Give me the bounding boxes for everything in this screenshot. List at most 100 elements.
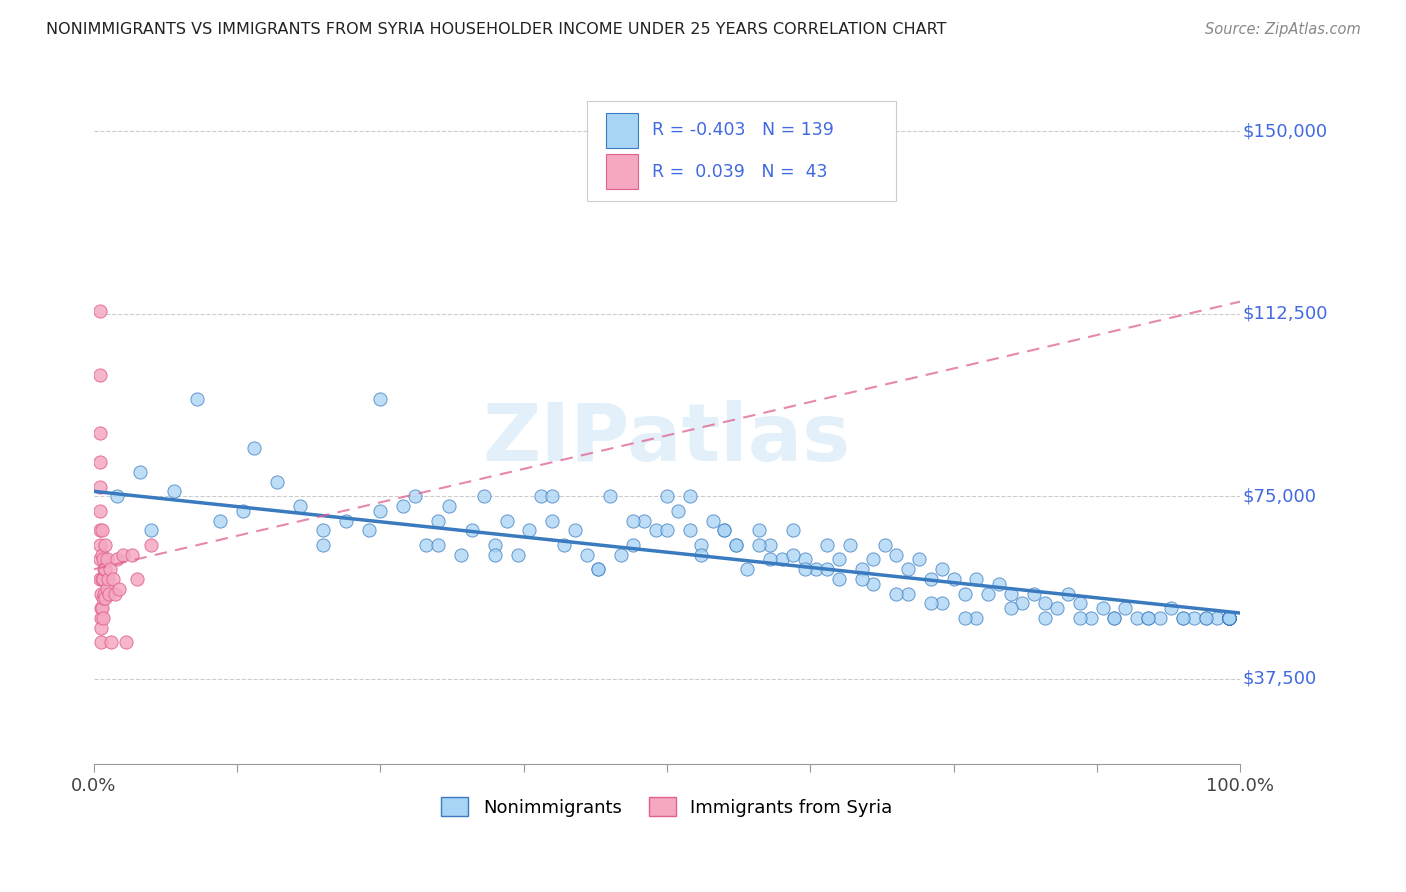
Point — [103, 586, 125, 600]
Point — [91, 552, 114, 566]
Point — [920, 572, 942, 586]
Point — [897, 562, 920, 576]
Point — [782, 524, 804, 538]
Point — [1218, 611, 1240, 625]
Point — [89, 425, 111, 440]
Point — [690, 538, 713, 552]
Point — [335, 514, 357, 528]
Point — [1000, 586, 1022, 600]
Point — [1011, 596, 1033, 610]
Point — [370, 392, 392, 406]
Point — [1069, 611, 1091, 625]
Point — [370, 504, 392, 518]
Point — [290, 499, 312, 513]
Point — [655, 524, 678, 538]
Point — [105, 552, 128, 566]
Point — [713, 524, 735, 538]
Point — [1114, 601, 1136, 615]
Text: NONIMMIGRANTS VS IMMIGRANTS FROM SYRIA HOUSEHOLDER INCOME UNDER 25 YEARS CORRELA: NONIMMIGRANTS VS IMMIGRANTS FROM SYRIA H… — [46, 22, 946, 37]
Point — [965, 611, 987, 625]
Point — [1091, 601, 1114, 615]
Point — [128, 465, 150, 479]
Point — [884, 586, 907, 600]
Point — [519, 524, 541, 538]
Point — [1195, 611, 1218, 625]
Point — [621, 538, 644, 552]
Point — [94, 591, 117, 606]
Point — [862, 577, 884, 591]
Point — [1218, 611, 1240, 625]
Point — [91, 611, 114, 625]
Point — [828, 552, 851, 566]
Point — [931, 596, 953, 610]
Point — [89, 504, 111, 518]
Point — [908, 552, 931, 566]
Point — [121, 548, 143, 562]
Point — [232, 504, 254, 518]
Point — [1206, 611, 1229, 625]
Point — [1022, 586, 1045, 600]
Point — [817, 538, 839, 552]
Point — [884, 548, 907, 562]
Point — [724, 538, 747, 552]
Point — [89, 368, 111, 382]
Point — [839, 538, 862, 552]
Point — [621, 514, 644, 528]
Text: ZIPatlas: ZIPatlas — [482, 401, 851, 478]
Point — [506, 548, 529, 562]
Point — [94, 538, 117, 552]
Point — [793, 552, 815, 566]
Point — [748, 524, 770, 538]
Point — [1218, 611, 1240, 625]
Point — [141, 538, 163, 552]
Text: $75,000: $75,000 — [1243, 487, 1316, 505]
Point — [1218, 611, 1240, 625]
Point — [415, 538, 437, 552]
Point — [599, 489, 621, 503]
Point — [1171, 611, 1194, 625]
Point — [90, 601, 112, 615]
Text: $150,000: $150,000 — [1243, 122, 1327, 140]
Point — [91, 601, 114, 615]
Point — [266, 475, 288, 489]
Point — [1126, 611, 1149, 625]
Point — [91, 572, 114, 586]
Point — [690, 548, 713, 562]
Point — [208, 514, 231, 528]
Point — [94, 562, 117, 576]
Point — [575, 548, 598, 562]
Point — [91, 572, 114, 586]
Point — [89, 304, 111, 318]
Point — [1033, 611, 1056, 625]
Text: R = -0.403   N = 139: R = -0.403 N = 139 — [652, 121, 834, 139]
Point — [862, 552, 884, 566]
Point — [91, 524, 114, 538]
Point — [97, 586, 120, 600]
Point — [1195, 611, 1218, 625]
Point — [724, 538, 747, 552]
Point — [111, 548, 134, 562]
Point — [1218, 611, 1240, 625]
Text: Source: ZipAtlas.com: Source: ZipAtlas.com — [1205, 22, 1361, 37]
Point — [97, 572, 120, 586]
Point — [759, 538, 782, 552]
Point — [105, 489, 128, 503]
Point — [782, 548, 804, 562]
Point — [851, 562, 873, 576]
Point — [873, 538, 896, 552]
Point — [713, 524, 735, 538]
Point — [127, 572, 149, 586]
Point — [461, 524, 484, 538]
Point — [484, 548, 506, 562]
Bar — [606, 113, 638, 147]
Point — [586, 562, 609, 576]
Point — [484, 538, 506, 552]
Point — [1218, 611, 1240, 625]
Point — [988, 577, 1011, 591]
Point — [644, 524, 666, 538]
Point — [89, 479, 111, 493]
Point — [1218, 611, 1240, 625]
Point — [851, 572, 873, 586]
Point — [1080, 611, 1102, 625]
Point — [404, 489, 426, 503]
